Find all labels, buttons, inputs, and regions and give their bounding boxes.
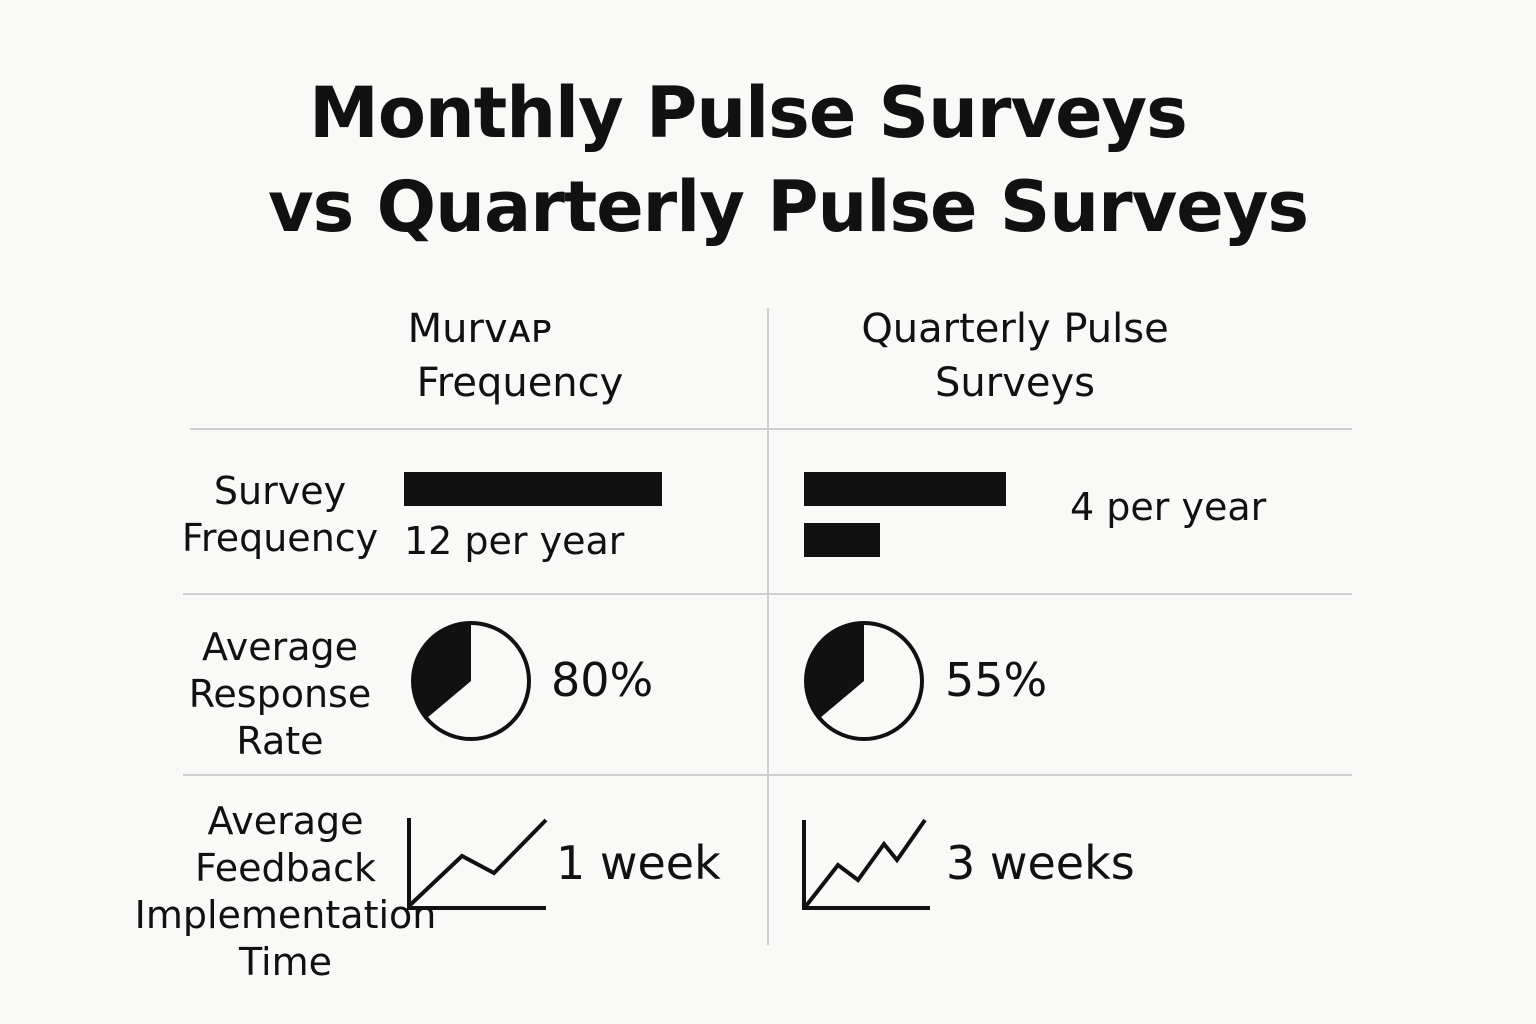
monthly-implementation-value: 1 week	[556, 836, 721, 890]
monthly-pie-wedge	[413, 623, 471, 718]
pie-chart-icon	[804, 621, 924, 741]
row-divider-2	[183, 774, 1352, 776]
row-label-frequency: Survey Frequency	[160, 468, 400, 562]
quarterly-trend-line	[804, 818, 927, 908]
monthly-frequency-bar	[404, 472, 662, 506]
monthly-frequency-value: 12 per year	[404, 519, 625, 563]
row-label-frequency-line2: Frequency	[181, 516, 379, 560]
row-label-response-rate-line2: Response	[188, 672, 372, 716]
column-header-monthly-line1: Murvᴀᴘ	[407, 306, 553, 352]
quarterly-frequency-value: 4 per year	[1070, 485, 1267, 529]
row-label-implementation-time: Average Feedback Implementation Time	[128, 798, 443, 986]
quarterly-frequency-bar-short	[804, 523, 880, 557]
quarterly-response-rate-value: 55%	[945, 653, 1048, 707]
line-trend-icon	[407, 818, 548, 910]
row-divider-1	[183, 593, 1352, 595]
row-label-implementation-line1: Average	[207, 799, 364, 843]
column-divider	[767, 308, 769, 945]
row-label-frequency-line1: Survey	[213, 469, 347, 513]
title-line-1: Monthly Pulse Surveys	[309, 72, 1188, 154]
quarterly-pie-wedge	[806, 623, 864, 718]
quarterly-frequency-bar-long	[804, 472, 1006, 506]
row-label-response-rate-line3: Rate	[236, 719, 324, 763]
line-trend-icon	[802, 818, 930, 910]
column-header-quarterly-line1: Quarterly Pulse	[861, 306, 1169, 352]
bar-chart-icon	[804, 472, 1006, 558]
monthly-response-rate-value: 80%	[551, 653, 654, 707]
column-header-quarterly: Quarterly Pulse Surveys	[815, 302, 1215, 410]
row-label-implementation-line4: Time	[239, 940, 332, 984]
row-label-response-rate-line1: Average	[201, 625, 359, 669]
bar-chart-icon	[404, 472, 662, 506]
header-row-divider	[190, 428, 1352, 430]
row-label-response-rate: Average Response Rate	[160, 624, 400, 765]
row-label-implementation-line3: Implementation	[134, 893, 437, 937]
row-label-implementation-line2: Feedback	[195, 846, 376, 890]
column-header-monthly: Murvᴀᴘ Frequency	[320, 302, 720, 410]
monthly-trend-axes	[407, 818, 546, 910]
column-header-quarterly-line2: Surveys	[935, 360, 1095, 406]
column-header-monthly-line2: Frequency	[416, 360, 624, 406]
quarterly-implementation-value: 3 weeks	[946, 836, 1135, 890]
pie-chart-icon	[411, 621, 531, 741]
quarterly-trend-axes	[802, 820, 930, 910]
title-line-2: vs Quarterly Pulse Surveys	[267, 166, 1309, 248]
monthly-trend-line	[407, 818, 548, 908]
